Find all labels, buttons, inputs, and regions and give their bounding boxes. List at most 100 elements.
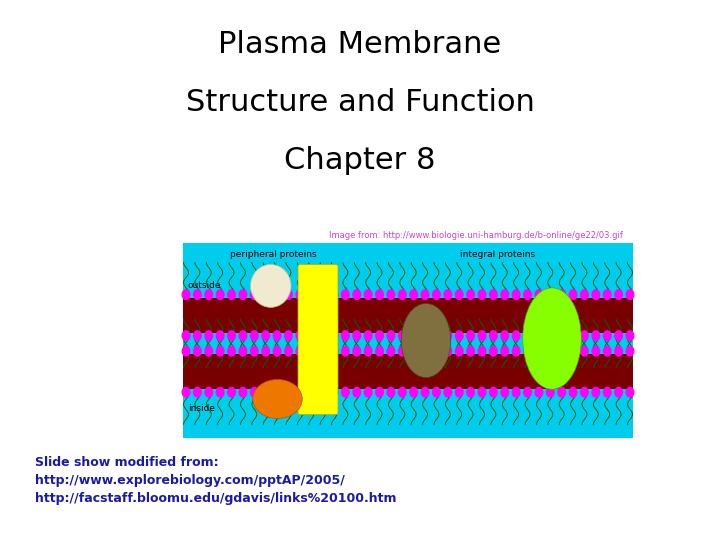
- Ellipse shape: [295, 387, 305, 398]
- Ellipse shape: [284, 387, 293, 398]
- Ellipse shape: [591, 289, 600, 300]
- Ellipse shape: [580, 330, 589, 341]
- Ellipse shape: [284, 330, 293, 341]
- Ellipse shape: [409, 387, 418, 398]
- Text: http://facstaff.bloomu.edu/gdavis/links%20100.htm: http://facstaff.bloomu.edu/gdavis/links%…: [35, 492, 397, 505]
- Ellipse shape: [227, 346, 236, 356]
- Ellipse shape: [227, 289, 236, 300]
- Ellipse shape: [341, 289, 350, 300]
- Ellipse shape: [193, 346, 202, 356]
- Ellipse shape: [534, 289, 544, 300]
- Ellipse shape: [614, 387, 623, 398]
- Ellipse shape: [364, 330, 373, 341]
- Ellipse shape: [603, 289, 612, 300]
- Ellipse shape: [455, 387, 464, 398]
- Ellipse shape: [477, 330, 487, 341]
- Ellipse shape: [261, 387, 270, 398]
- Ellipse shape: [489, 346, 498, 356]
- Bar: [183, 298, 633, 333]
- Text: outside: outside: [188, 281, 222, 291]
- Text: inside: inside: [188, 404, 215, 413]
- Ellipse shape: [227, 387, 236, 398]
- Ellipse shape: [375, 289, 384, 300]
- Ellipse shape: [591, 387, 600, 398]
- Ellipse shape: [466, 289, 475, 300]
- Ellipse shape: [591, 346, 600, 356]
- Ellipse shape: [364, 289, 373, 300]
- Bar: [183, 243, 633, 438]
- Ellipse shape: [284, 289, 293, 300]
- Ellipse shape: [409, 330, 418, 341]
- Ellipse shape: [398, 289, 407, 300]
- Ellipse shape: [444, 387, 452, 398]
- Ellipse shape: [500, 330, 509, 341]
- Ellipse shape: [409, 346, 418, 356]
- Ellipse shape: [181, 289, 191, 300]
- Ellipse shape: [546, 330, 555, 341]
- Ellipse shape: [398, 387, 407, 398]
- Ellipse shape: [500, 346, 509, 356]
- Ellipse shape: [500, 289, 509, 300]
- Ellipse shape: [273, 387, 282, 398]
- Ellipse shape: [546, 387, 555, 398]
- Ellipse shape: [251, 265, 291, 307]
- Ellipse shape: [432, 289, 441, 300]
- Ellipse shape: [204, 346, 213, 356]
- Ellipse shape: [512, 346, 521, 356]
- Ellipse shape: [420, 330, 430, 341]
- Ellipse shape: [398, 346, 407, 356]
- Ellipse shape: [591, 330, 600, 341]
- Ellipse shape: [216, 387, 225, 398]
- Ellipse shape: [261, 289, 270, 300]
- Text: integral proteins: integral proteins: [460, 250, 536, 259]
- Ellipse shape: [603, 346, 612, 356]
- Ellipse shape: [295, 330, 305, 341]
- Ellipse shape: [489, 330, 498, 341]
- Ellipse shape: [250, 346, 258, 356]
- Ellipse shape: [523, 288, 581, 389]
- Ellipse shape: [216, 346, 225, 356]
- Ellipse shape: [318, 387, 327, 398]
- Ellipse shape: [569, 289, 577, 300]
- Ellipse shape: [420, 346, 430, 356]
- Ellipse shape: [546, 289, 555, 300]
- Ellipse shape: [557, 346, 566, 356]
- Ellipse shape: [626, 387, 634, 398]
- Ellipse shape: [330, 346, 338, 356]
- Ellipse shape: [204, 387, 213, 398]
- Ellipse shape: [307, 387, 316, 398]
- Ellipse shape: [250, 330, 258, 341]
- Ellipse shape: [512, 387, 521, 398]
- Ellipse shape: [204, 289, 213, 300]
- Ellipse shape: [261, 346, 270, 356]
- Ellipse shape: [432, 330, 441, 341]
- Ellipse shape: [216, 330, 225, 341]
- Ellipse shape: [534, 330, 544, 341]
- Ellipse shape: [626, 330, 634, 341]
- Ellipse shape: [569, 387, 577, 398]
- Ellipse shape: [352, 289, 361, 300]
- Ellipse shape: [273, 346, 282, 356]
- Ellipse shape: [387, 346, 395, 356]
- Ellipse shape: [466, 330, 475, 341]
- Ellipse shape: [432, 346, 441, 356]
- Ellipse shape: [614, 346, 623, 356]
- Ellipse shape: [307, 330, 316, 341]
- Bar: [183, 354, 633, 389]
- Ellipse shape: [253, 380, 302, 419]
- Ellipse shape: [193, 289, 202, 300]
- Ellipse shape: [216, 289, 225, 300]
- Text: Slide show modified from:: Slide show modified from:: [35, 456, 219, 469]
- Ellipse shape: [318, 330, 327, 341]
- Ellipse shape: [523, 346, 532, 356]
- Ellipse shape: [557, 330, 566, 341]
- Ellipse shape: [341, 330, 350, 341]
- Ellipse shape: [580, 387, 589, 398]
- Ellipse shape: [387, 387, 395, 398]
- Ellipse shape: [580, 289, 589, 300]
- Ellipse shape: [295, 289, 305, 300]
- Ellipse shape: [477, 289, 487, 300]
- Ellipse shape: [261, 330, 270, 341]
- Ellipse shape: [466, 346, 475, 356]
- Ellipse shape: [352, 330, 361, 341]
